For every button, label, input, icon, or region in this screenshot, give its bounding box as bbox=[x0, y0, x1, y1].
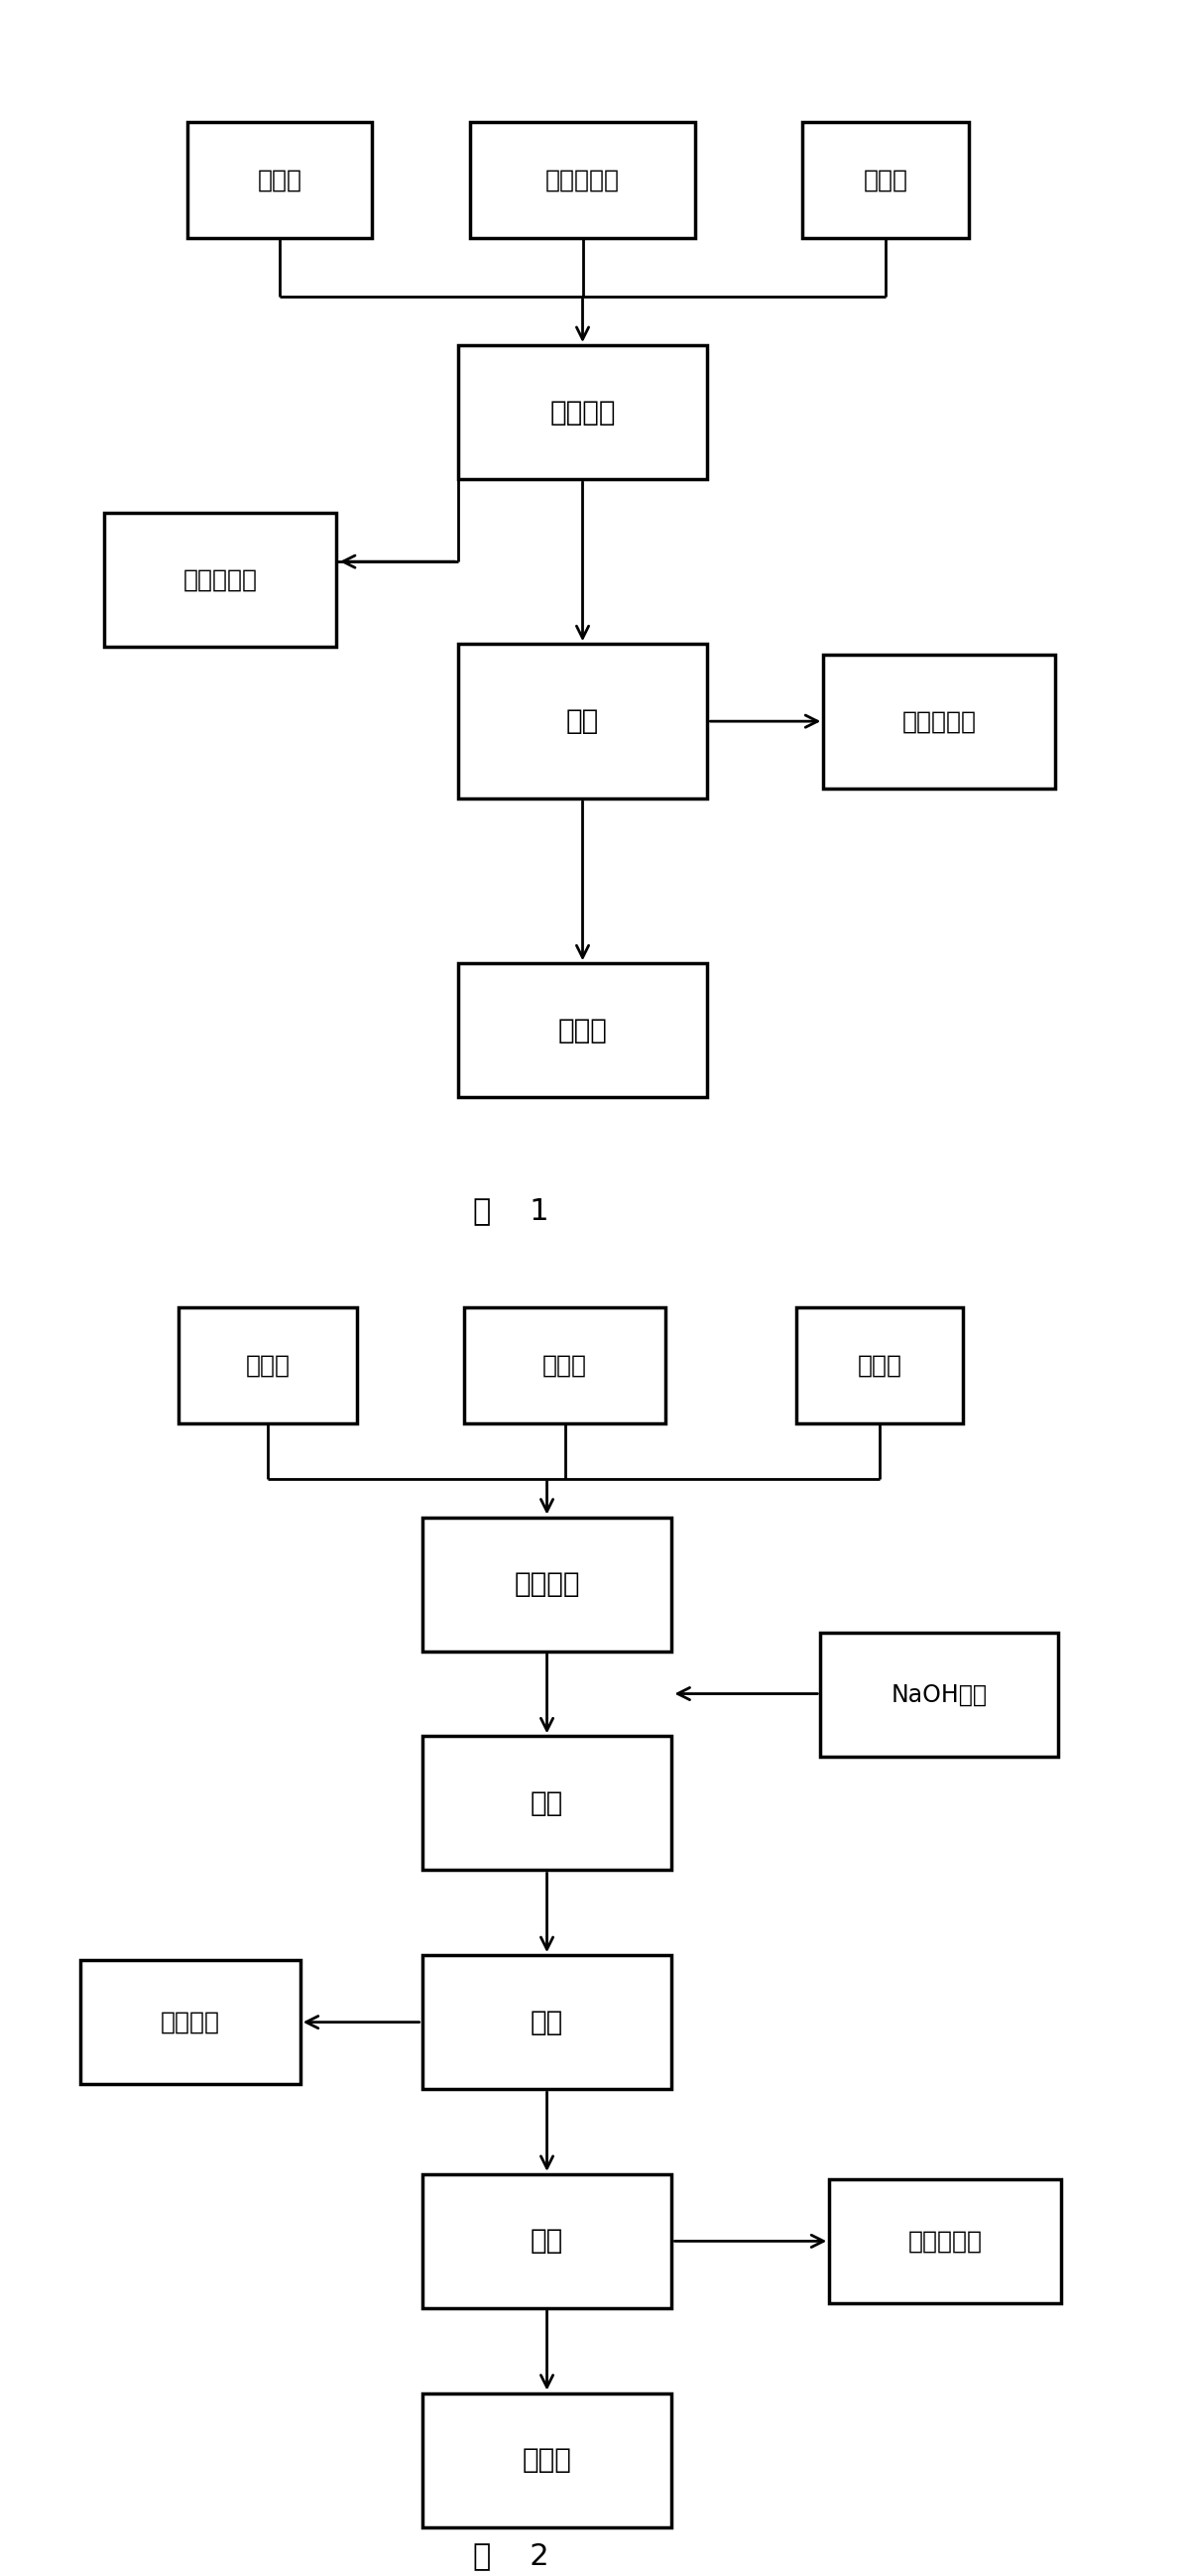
Bar bbox=[422, 1517, 672, 1651]
Text: 带水剂: 带水剂 bbox=[857, 1352, 902, 1378]
Bar bbox=[830, 2179, 1062, 2303]
Text: 催化剂回收: 催化剂回收 bbox=[183, 567, 257, 592]
Text: 带水剂: 带水剂 bbox=[863, 167, 908, 193]
Bar bbox=[422, 1955, 672, 2089]
Bar bbox=[105, 513, 335, 647]
Text: 精馏: 精馏 bbox=[566, 708, 599, 734]
Bar bbox=[187, 121, 371, 237]
Text: NaOH溶液: NaOH溶液 bbox=[892, 1682, 987, 1708]
Bar bbox=[470, 121, 696, 237]
Text: 固体催化剂: 固体催化剂 bbox=[546, 167, 619, 193]
Text: 缩合产物: 缩合产物 bbox=[514, 1571, 580, 1597]
Text: 中和: 中和 bbox=[530, 1790, 564, 1816]
Text: 二聚物: 二聚物 bbox=[558, 1018, 608, 1043]
Text: 环己酮回收: 环己酮回收 bbox=[908, 2228, 982, 2254]
Text: 环己酮: 环己酮 bbox=[245, 1352, 290, 1378]
Bar bbox=[458, 963, 707, 1097]
Bar bbox=[820, 1633, 1058, 1757]
Bar bbox=[797, 1309, 963, 1425]
Bar bbox=[464, 1309, 666, 1425]
Bar bbox=[422, 2393, 672, 2527]
Bar bbox=[823, 654, 1056, 788]
Text: 浓硫酸: 浓硫酸 bbox=[542, 1352, 587, 1378]
Text: 环己酮回收: 环己酮回收 bbox=[902, 708, 976, 734]
Text: 分层: 分层 bbox=[530, 2009, 564, 2035]
Bar bbox=[803, 121, 969, 237]
Text: 精馏: 精馏 bbox=[530, 2228, 564, 2254]
Bar bbox=[178, 1309, 357, 1425]
Text: 除去水相: 除去水相 bbox=[161, 2009, 220, 2035]
Text: 缩合产物: 缩合产物 bbox=[549, 399, 616, 425]
Bar bbox=[422, 2174, 672, 2308]
Bar bbox=[458, 644, 707, 799]
Bar bbox=[81, 1960, 300, 2084]
Bar bbox=[458, 345, 707, 479]
Text: 图    2: 图 2 bbox=[473, 2540, 549, 2571]
Text: 环己酮: 环己酮 bbox=[257, 167, 302, 193]
Text: 图    1: 图 1 bbox=[473, 1195, 549, 1226]
Bar bbox=[422, 1736, 672, 1870]
Text: 二聚物: 二聚物 bbox=[522, 2447, 572, 2473]
